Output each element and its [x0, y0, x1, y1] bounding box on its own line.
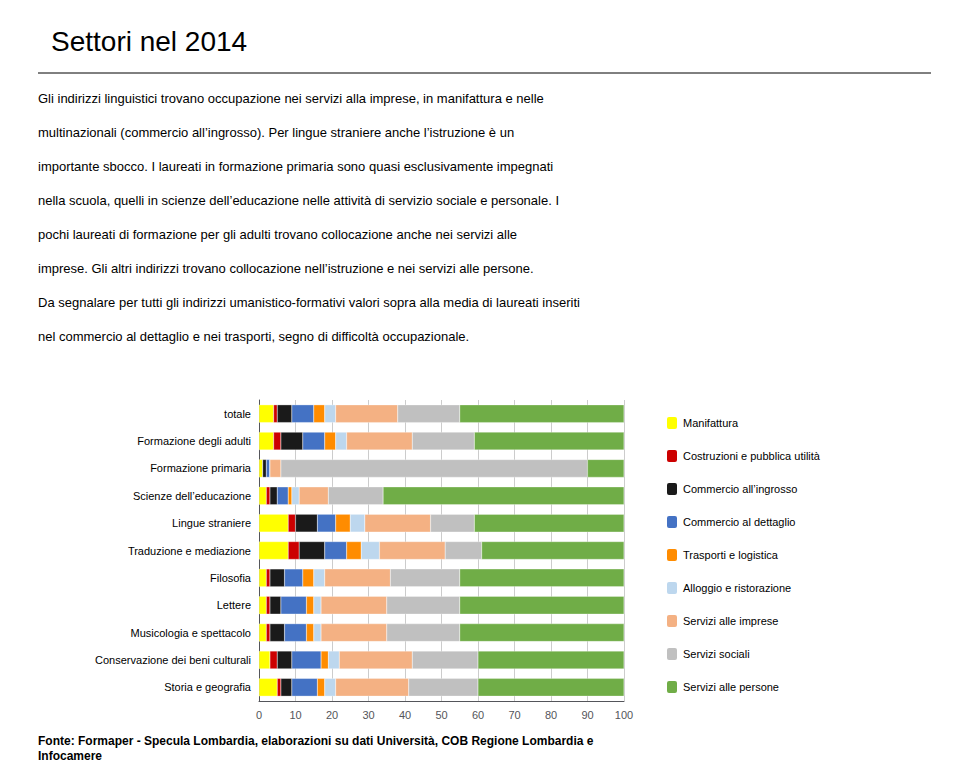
- svg-text:30: 30: [362, 709, 374, 721]
- svg-text:Lingue straniere: Lingue straniere: [172, 517, 251, 529]
- svg-text:Trasporti e logistica: Trasporti e logistica: [683, 549, 779, 561]
- svg-text:Formazione primaria: Formazione primaria: [150, 462, 252, 474]
- svg-text:20: 20: [326, 709, 338, 721]
- svg-text:Servizi alle imprese: Servizi alle imprese: [683, 615, 778, 627]
- svg-text:multinazionali (commercio all’: multinazionali (commercio all’ingrosso).…: [38, 125, 514, 140]
- svg-text:Da segnalare per tutti gli ind: Da segnalare per tutti gli indirizzi uma…: [38, 295, 580, 310]
- svg-text:Filosofia: Filosofia: [210, 572, 252, 584]
- svg-text:Infocamere: Infocamere: [38, 749, 102, 763]
- svg-text:Alloggio e ristorazione: Alloggio e ristorazione: [683, 582, 791, 594]
- svg-text:80: 80: [545, 709, 557, 721]
- svg-text:importante sbocco. I laureati: importante sbocco. I laureati in formazi…: [38, 159, 553, 174]
- svg-text:nel commercio al dettaglio e n: nel commercio al dettaglio e nei traspor…: [38, 329, 469, 344]
- svg-text:pochi laureati di formazione p: pochi laureati di formazione per gli adu…: [38, 227, 517, 242]
- svg-text:Manifattura: Manifattura: [683, 417, 739, 429]
- svg-text:Fonte: Formaper - Specula Lomb: Fonte: Formaper - Specula Lombardia, ela…: [38, 734, 594, 748]
- svg-text:Musicologia e spettacolo: Musicologia e spettacolo: [131, 627, 251, 639]
- svg-text:Formazione degli adulti: Formazione degli adulti: [137, 435, 251, 447]
- svg-text:50: 50: [435, 709, 447, 721]
- svg-text:Settori nel 2014: Settori nel 2014: [51, 26, 247, 57]
- svg-text:Traduzione e mediazione: Traduzione e mediazione: [128, 545, 251, 557]
- svg-text:100: 100: [615, 709, 633, 721]
- svg-text:Scienze dell’educazione: Scienze dell’educazione: [133, 490, 251, 502]
- svg-text:Servizi alle persone: Servizi alle persone: [683, 681, 779, 693]
- svg-text:totale: totale: [224, 408, 251, 420]
- svg-text:nella scuola, quelli in scienz: nella scuola, quelli in scienze dell’edu…: [38, 193, 559, 208]
- svg-text:Gli indirizzi linguistici trov: Gli indirizzi linguistici trovano occupa…: [38, 91, 544, 106]
- svg-text:Lettere: Lettere: [217, 599, 251, 611]
- svg-text:70: 70: [508, 709, 520, 721]
- svg-text:40: 40: [399, 709, 411, 721]
- svg-text:Commercio al dettaglio: Commercio al dettaglio: [683, 516, 796, 528]
- svg-text:Storia e geografia: Storia e geografia: [164, 681, 252, 693]
- svg-text:0: 0: [256, 709, 262, 721]
- svg-text:Costruzioni e pubblica utilità: Costruzioni e pubblica utilità: [683, 450, 821, 462]
- svg-text:Commercio all’ingrosso: Commercio all’ingrosso: [683, 483, 797, 495]
- svg-text:Conservazione dei beni cultura: Conservazione dei beni culturali: [95, 654, 251, 666]
- svg-text:90: 90: [581, 709, 593, 721]
- svg-text:10: 10: [289, 709, 301, 721]
- svg-text:60: 60: [472, 709, 484, 721]
- svg-text:imprese. Gli altri indirizzi t: imprese. Gli altri indirizzi trovano col…: [38, 261, 534, 276]
- svg-text:Servizi sociali: Servizi sociali: [683, 648, 750, 660]
